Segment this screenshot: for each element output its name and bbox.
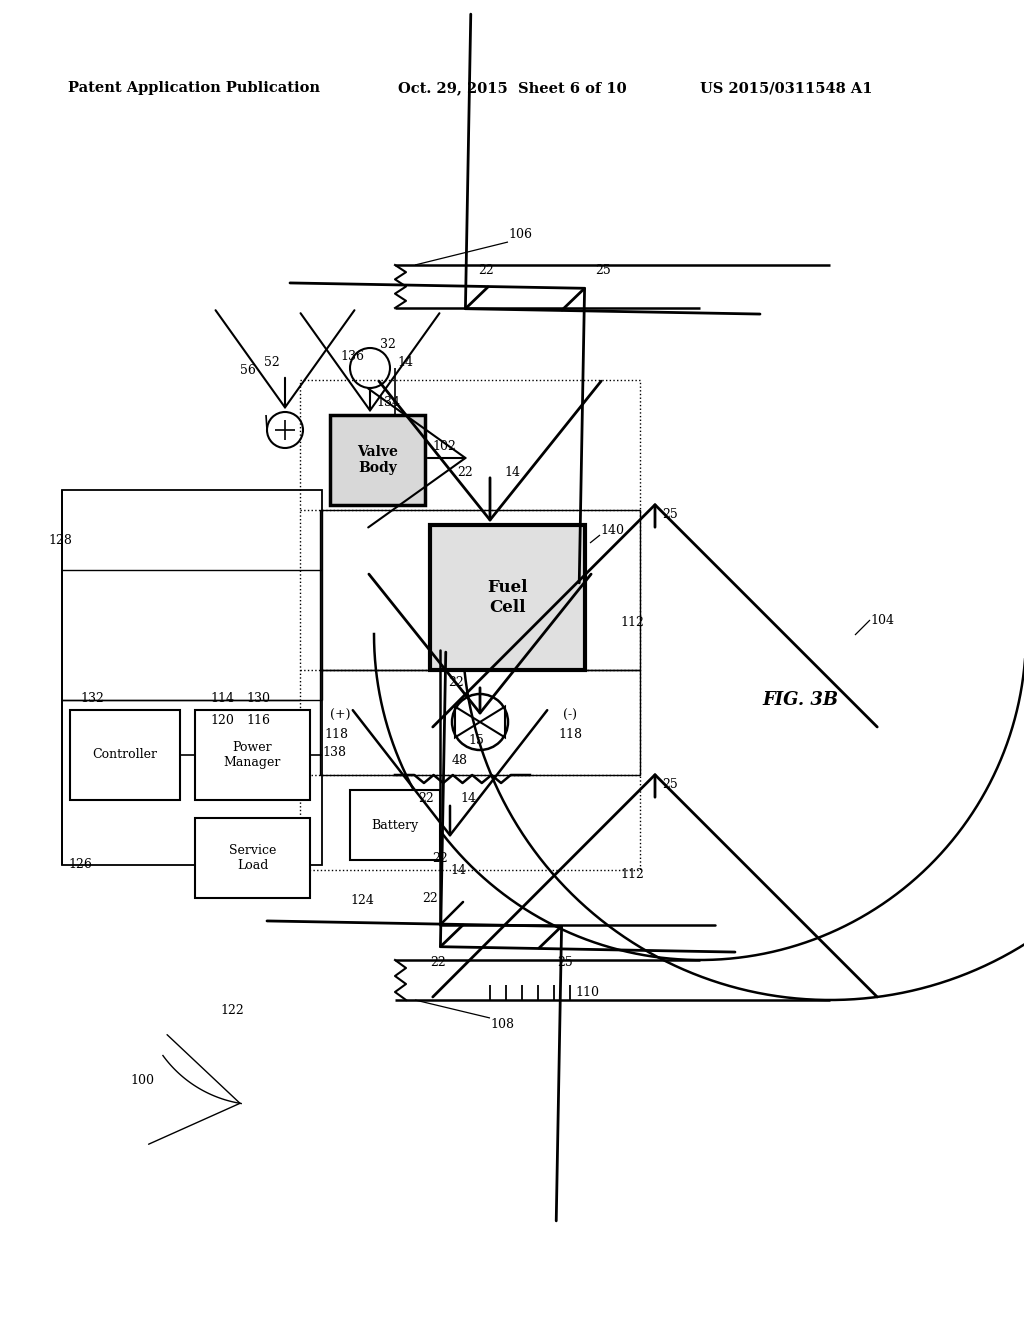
Text: 138: 138 [322, 746, 346, 759]
Text: Service
Load: Service Load [228, 843, 276, 873]
Text: (+): (+) [330, 709, 350, 722]
Text: 15: 15 [468, 734, 484, 747]
Text: 128: 128 [48, 533, 72, 546]
Text: 130: 130 [246, 692, 270, 705]
Text: Controller: Controller [92, 748, 158, 762]
Text: 134: 134 [376, 396, 400, 408]
Text: 110: 110 [575, 986, 599, 999]
Text: (-): (-) [563, 709, 577, 722]
Text: 25: 25 [662, 779, 678, 792]
Text: 22: 22 [418, 792, 434, 804]
Text: 140: 140 [600, 524, 624, 536]
Text: 22: 22 [432, 851, 447, 865]
Text: 14: 14 [450, 863, 466, 876]
Text: US 2015/0311548 A1: US 2015/0311548 A1 [700, 81, 872, 95]
Text: 106: 106 [508, 228, 532, 242]
Text: 14: 14 [397, 355, 413, 368]
Text: 126: 126 [68, 858, 92, 871]
Text: Fuel
Cell: Fuel Cell [487, 579, 527, 616]
Text: Power
Manager: Power Manager [224, 741, 282, 770]
Text: 116: 116 [246, 714, 270, 726]
Bar [300, 380, 640, 870]
Text: 124: 124 [350, 894, 374, 907]
Bar [330, 414, 425, 506]
Bar [195, 710, 310, 800]
Text: 22: 22 [422, 891, 437, 904]
Text: 112: 112 [620, 869, 644, 882]
Text: 112: 112 [620, 615, 644, 628]
Text: 104: 104 [870, 614, 894, 627]
Text: Battery: Battery [372, 818, 419, 832]
Text: 22: 22 [457, 466, 473, 479]
Text: 114: 114 [210, 692, 234, 705]
Text: 108: 108 [490, 1019, 514, 1031]
Text: 22: 22 [478, 264, 494, 276]
Text: 52: 52 [264, 355, 280, 368]
Text: 102: 102 [432, 440, 456, 453]
Text: 22: 22 [449, 676, 464, 689]
Bar [319, 671, 640, 775]
Text: 132: 132 [80, 692, 103, 705]
Text: 56: 56 [240, 363, 256, 376]
Bar [70, 710, 180, 800]
Bar [350, 789, 440, 861]
Text: Oct. 29, 2015  Sheet 6 of 10: Oct. 29, 2015 Sheet 6 of 10 [397, 81, 627, 95]
Text: 120: 120 [210, 714, 233, 726]
Bar [195, 818, 310, 898]
Text: 118: 118 [558, 729, 582, 742]
Text: Valve
Body: Valve Body [357, 445, 398, 475]
Text: 100: 100 [130, 1073, 154, 1086]
Text: 122: 122 [220, 1003, 244, 1016]
Text: 25: 25 [662, 508, 678, 521]
Text: 25: 25 [595, 264, 610, 276]
Text: 32: 32 [380, 338, 396, 351]
Bar [319, 510, 640, 671]
Text: 22: 22 [430, 956, 445, 969]
Text: 48: 48 [452, 754, 468, 767]
Text: FIG. 3B: FIG. 3B [762, 690, 838, 709]
Text: 14: 14 [460, 792, 476, 804]
Text: Patent Application Publication: Patent Application Publication [68, 81, 319, 95]
Bar [430, 525, 585, 671]
Text: 25: 25 [557, 956, 572, 969]
Text: 118: 118 [324, 729, 348, 742]
Text: 14: 14 [504, 466, 520, 479]
Bar [62, 490, 322, 865]
Text: 136: 136 [340, 350, 364, 363]
